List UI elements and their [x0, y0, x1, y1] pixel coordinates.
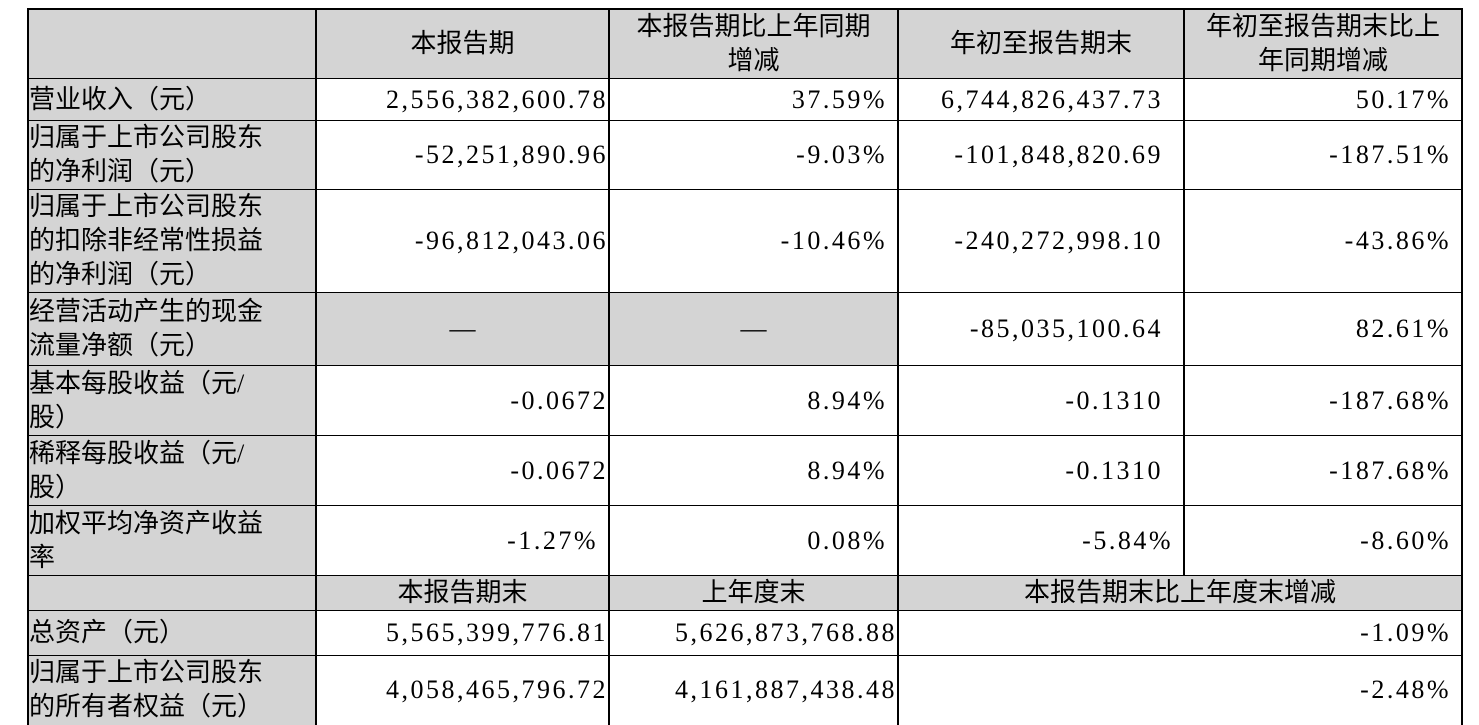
row-label: 稀释每股收益（元/ 股） — [27, 435, 317, 506]
table-row-diluted-eps: 稀释每股收益（元/ 股） -0.0672 8.94% -0.1310 -187.… — [27, 435, 1463, 506]
header-cell-empty — [27, 8, 317, 79]
value-cell: -0.1310 — [897, 435, 1185, 506]
value-cell: 82.61% — [1183, 292, 1463, 366]
value-cell: 8.94% — [608, 435, 899, 506]
value-cell: 5,626,873,768.88 — [608, 610, 899, 656]
value-cell: -0.0672 — [315, 365, 610, 436]
value-cell: -10.46% — [608, 189, 899, 293]
value-cell: -85,035,100.64 — [897, 292, 1185, 366]
value-cell: 2,556,382,600.78 — [315, 78, 610, 121]
header-cell-current-period: 本报告期 — [315, 8, 610, 79]
value-cell-dash: — — [608, 292, 899, 366]
row-label: 归属于上市公司股东 的净利润（元） — [27, 120, 317, 190]
table-header-row-period-end: 本报告期末 上年度末 本报告期末比上年度末增减 — [27, 575, 1463, 611]
header-cell-end-of-prior-year: 上年度末 — [608, 575, 899, 611]
value-cell: -187.51% — [1183, 120, 1463, 190]
value-cell: -43.86% — [1183, 189, 1463, 293]
value-cell: -240,272,998.10 — [897, 189, 1185, 293]
value-cell: -2.48% — [897, 655, 1463, 725]
value-cell: -52,251,890.96 — [315, 120, 610, 190]
table-row-total-assets: 总资产（元） 5,565,399,776.81 5,626,873,768.88… — [27, 610, 1463, 656]
financial-summary-table: 本报告期 本报告期比上年同期 增减 年初至报告期末 年初至报告期末比上 年同期增… — [27, 8, 1463, 725]
value-cell: 5,565,399,776.81 — [315, 610, 610, 656]
value-cell: -8.60% — [1183, 505, 1463, 576]
value-cell: -0.1310 — [897, 365, 1185, 436]
table-row-net-profit: 归属于上市公司股东 的净利润（元） -52,251,890.96 -9.03% … — [27, 120, 1463, 190]
header-cell-yoy-change: 本报告期比上年同期 增减 — [608, 8, 899, 79]
value-cell: 0.08% — [608, 505, 899, 576]
row-label: 归属于上市公司股东 的扣除非经常性损益 的净利润（元） — [27, 189, 317, 293]
value-cell: -187.68% — [1183, 365, 1463, 436]
value-cell: -96,812,043.06 — [315, 189, 610, 293]
value-cell: -1.09% — [897, 610, 1463, 656]
row-label: 基本每股收益（元/ 股） — [27, 365, 317, 436]
value-cell: -9.03% — [608, 120, 899, 190]
value-cell: -1.27% — [315, 505, 610, 576]
value-cell: -101,848,820.69 — [897, 120, 1185, 190]
table-row-equity-attributable-to-shareholders: 归属于上市公司股东 的所有者权益（元） 4,058,465,796.72 4,1… — [27, 655, 1463, 725]
header-cell-ytd: 年初至报告期末 — [897, 8, 1185, 79]
header-cell-period-end-change: 本报告期末比上年度末增减 — [897, 575, 1463, 611]
row-label: 加权平均净资产收益 率 — [27, 505, 317, 576]
table-row-basic-eps: 基本每股收益（元/ 股） -0.0672 8.94% -0.1310 -187.… — [27, 365, 1463, 436]
value-cell: -5.84% — [897, 505, 1185, 576]
header-cell-end-of-period: 本报告期末 — [315, 575, 610, 611]
row-label: 归属于上市公司股东 的所有者权益（元） — [27, 655, 317, 725]
table-row-net-profit-excl-nonrecurring: 归属于上市公司股东 的扣除非经常性损益 的净利润（元） -96,812,043.… — [27, 189, 1463, 293]
header-cell-empty — [27, 575, 317, 611]
row-label: 营业收入（元） — [27, 78, 317, 121]
table-row-operating-cash-flow: 经营活动产生的现金 流量净额（元） — — -85,035,100.64 82.… — [27, 292, 1463, 366]
value-cell: 8.94% — [608, 365, 899, 436]
value-cell: 50.17% — [1183, 78, 1463, 121]
table-header-row-period: 本报告期 本报告期比上年同期 增减 年初至报告期末 年初至报告期末比上 年同期增… — [27, 8, 1463, 79]
value-cell-dash: — — [315, 292, 610, 366]
row-label: 经营活动产生的现金 流量净额（元） — [27, 292, 317, 366]
value-cell: 4,058,465,796.72 — [315, 655, 610, 725]
header-cell-ytd-yoy-change: 年初至报告期末比上 年同期增减 — [1183, 8, 1463, 79]
value-cell: 4,161,887,438.48 — [608, 655, 899, 725]
value-cell: -187.68% — [1183, 435, 1463, 506]
table-row-operating-revenue: 营业收入（元） 2,556,382,600.78 37.59% 6,744,82… — [27, 78, 1463, 121]
value-cell: 37.59% — [608, 78, 899, 121]
value-cell: 6,744,826,437.73 — [897, 78, 1185, 121]
row-label: 总资产（元） — [27, 610, 317, 656]
table-row-weighted-avg-roe: 加权平均净资产收益 率 -1.27% 0.08% -5.84% -8.60% — [27, 505, 1463, 576]
value-cell: -0.0672 — [315, 435, 610, 506]
